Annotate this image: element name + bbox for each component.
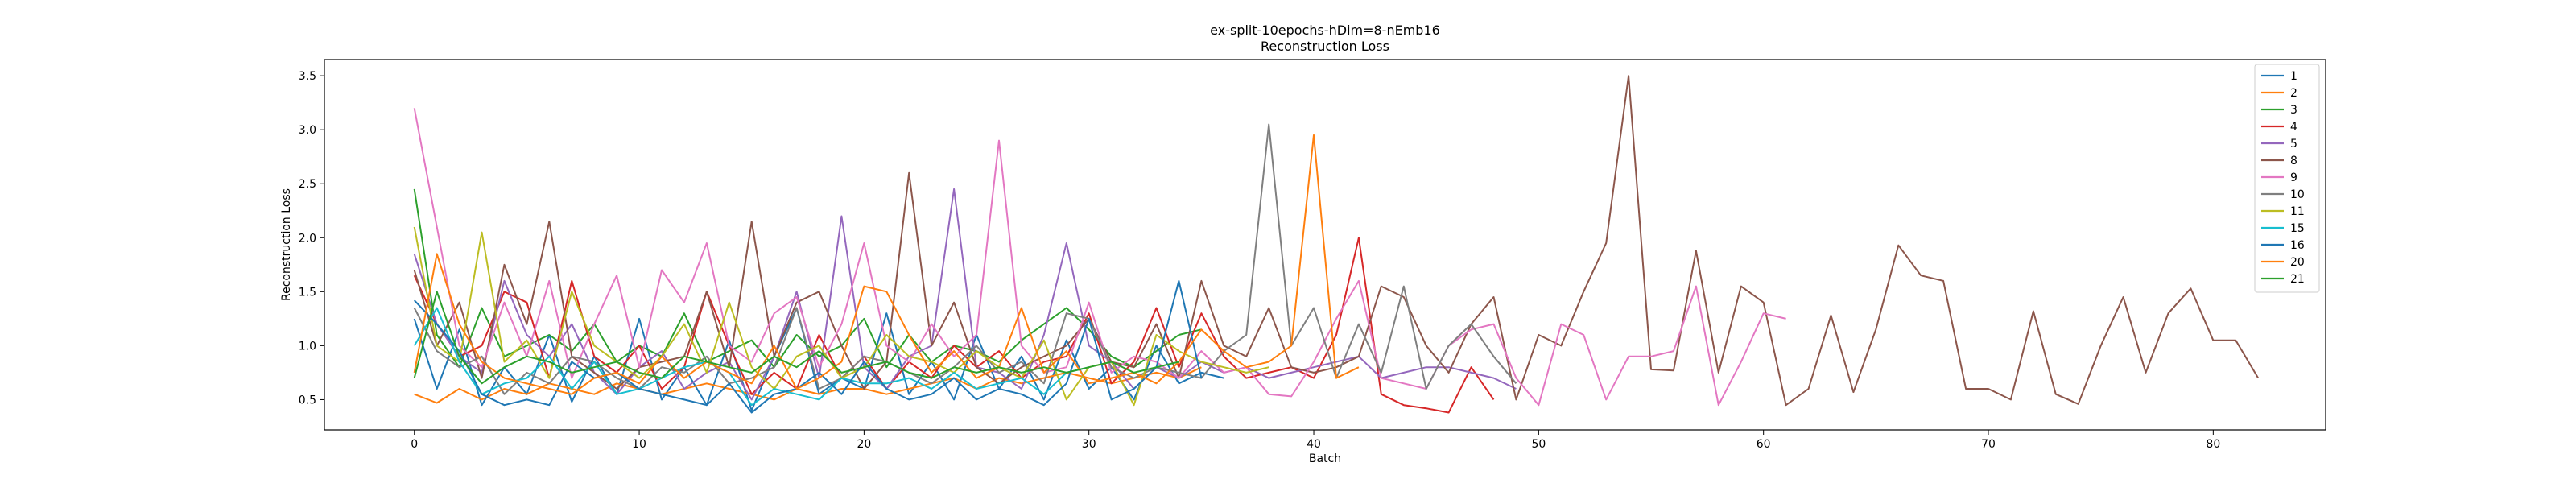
series-line-15 [413,307,1089,407]
y-tick-label: 3.5 [299,70,316,83]
y-tick-label: 1.5 [299,286,316,299]
series-line-4 [413,237,1495,414]
series-line-10 [413,123,1517,395]
series-line-20 [413,134,1360,395]
x-tick-label: 50 [1531,438,1546,451]
legend-label: 20 [2290,256,2305,269]
legend-label: 1 [2290,70,2297,83]
legend-label: 2 [2290,87,2297,100]
x-tick-label: 40 [1307,438,1321,451]
x-tick-label: 70 [1981,438,1996,451]
y-tick-label: 2.0 [299,232,316,245]
x-tick-label: 20 [857,438,871,451]
legend-label: 16 [2290,239,2305,252]
x-axis: 0 10 20 30 40 50 60 70 80 [411,430,2220,451]
y-axis: 0.5 1.0 1.5 2.0 2.5 3.0 3.5 [299,70,324,407]
legend-label: 15 [2290,222,2305,235]
series-line-16 [413,279,1203,414]
x-axis-label: Batch [1309,452,1341,465]
legend-box [2254,64,2320,293]
x-tick-label: 30 [1082,438,1096,451]
legend-label: 11 [2290,205,2305,218]
legend-label: 9 [2290,171,2297,184]
chart-subtitle: Reconstruction Loss [1261,39,1389,54]
legend-label: 8 [2290,155,2297,167]
x-tick-label: 60 [1757,438,1771,451]
y-tick-label: 2.5 [299,178,316,191]
legend-label: 21 [2290,273,2305,286]
plot-frame [324,59,2326,431]
legend-label: 3 [2290,104,2297,117]
legend-label: 10 [2290,188,2305,201]
y-tick-label: 3.0 [299,124,316,137]
series-layer [413,75,2260,414]
legend: 1 2 3 4 5 8 9 10 11 15 16 20 21 [2254,64,2320,293]
series-line-21 [413,291,1179,385]
y-axis-label: Reconstruction Loss [280,188,293,301]
y-tick-label: 0.5 [299,394,316,407]
series-line-9 [413,108,1786,407]
x-tick-label: 0 [411,438,418,451]
legend-label: 5 [2290,138,2297,151]
chart-title: ex-split-10epochs-hDim=8-nEmb16 [1210,23,1440,38]
x-tick-label: 80 [2206,438,2220,451]
series-line-8 [413,75,2260,407]
legend-label: 4 [2290,121,2297,134]
y-tick-label: 1.0 [299,340,316,353]
x-tick-label: 10 [632,438,646,451]
